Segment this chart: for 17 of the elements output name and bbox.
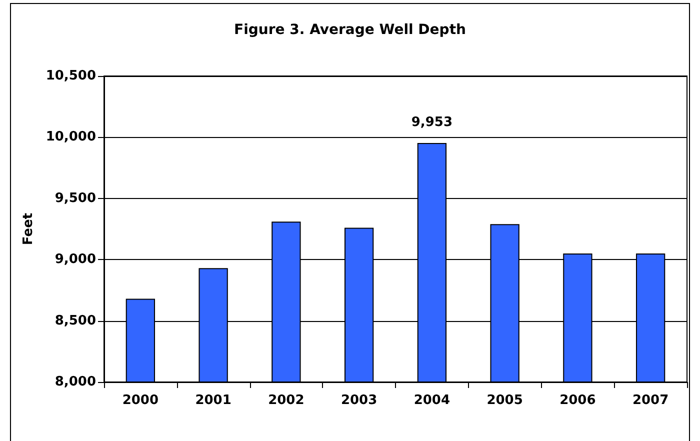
x-tick-label: 2005 — [486, 393, 523, 408]
y-tick-label: 10,500 — [46, 68, 96, 84]
x-tick-label: 2000 — [122, 393, 159, 408]
x-tick-label: 2004 — [414, 393, 450, 408]
x-tick-label: 2003 — [340, 393, 378, 408]
y-axis-title: Feet — [20, 212, 36, 246]
y-tick-label: 9,500 — [54, 190, 96, 206]
y-tick-label: 8,000 — [54, 374, 96, 390]
x-tick-label: 2001 — [195, 393, 232, 408]
y-tick-label: 9,000 — [54, 252, 96, 268]
chart-title: Figure 3. Average Well Depth — [234, 22, 466, 38]
x-tick-label: 2002 — [268, 393, 304, 408]
y-tick-label: 8,500 — [54, 313, 96, 328]
y-tick-label: 10,000 — [46, 130, 96, 145]
x-tick-label: 2007 — [632, 393, 669, 408]
x-tick-label: 2006 — [560, 393, 596, 408]
data-label: 9,953 — [411, 114, 452, 130]
